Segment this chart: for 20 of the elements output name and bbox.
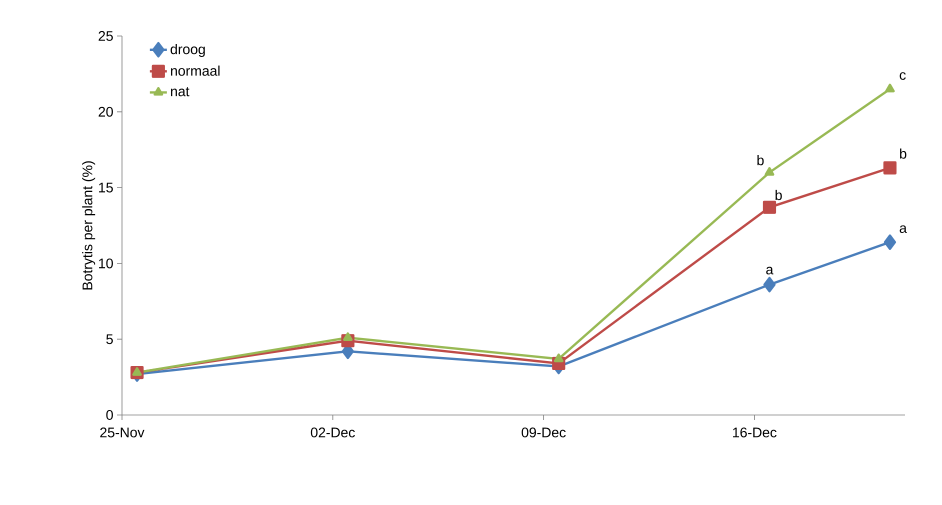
y-tick-label: 20: [98, 106, 113, 117]
legend-label: droog: [170, 44, 205, 57]
x-tick-label: 25-Nov: [100, 428, 144, 438]
legend-label: nat: [170, 87, 190, 96]
x-tick-label: 09-Dec: [522, 428, 566, 438]
y-tick-label: 25: [98, 31, 113, 41]
annotation: b: [757, 154, 764, 166]
annotation: c: [900, 72, 906, 80]
y-tick-label: 0: [106, 410, 113, 420]
annotation: b: [900, 148, 906, 159]
y-tick-label: 10: [99, 258, 113, 268]
x-tick-label: 16-Dec: [733, 428, 777, 438]
y-tick-label: 5: [106, 334, 113, 344]
annotation: b: [776, 190, 782, 200]
legend-label: normaal: [170, 66, 220, 76]
y-axis-title: Botrytis per plant (%): [82, 161, 96, 290]
x-tick-label: 02-Dec: [310, 428, 355, 438]
annotation: a: [900, 225, 907, 233]
annotation: a: [766, 266, 774, 274]
y-tick-label: 15: [99, 182, 113, 192]
